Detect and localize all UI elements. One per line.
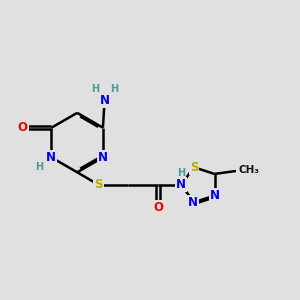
Text: H: H bbox=[177, 169, 185, 178]
Text: S: S bbox=[190, 161, 198, 174]
Text: N: N bbox=[46, 151, 56, 164]
Text: N: N bbox=[210, 189, 220, 202]
Text: N: N bbox=[176, 178, 186, 191]
Text: O: O bbox=[153, 201, 163, 214]
Text: N: N bbox=[98, 151, 108, 164]
Text: N: N bbox=[99, 94, 110, 107]
Text: S: S bbox=[94, 178, 103, 191]
Text: H: H bbox=[110, 84, 118, 94]
Text: O: O bbox=[18, 121, 28, 134]
Text: N: N bbox=[188, 196, 198, 209]
Text: H: H bbox=[91, 84, 99, 94]
Text: H: H bbox=[35, 162, 43, 172]
Text: CH₃: CH₃ bbox=[238, 165, 259, 175]
